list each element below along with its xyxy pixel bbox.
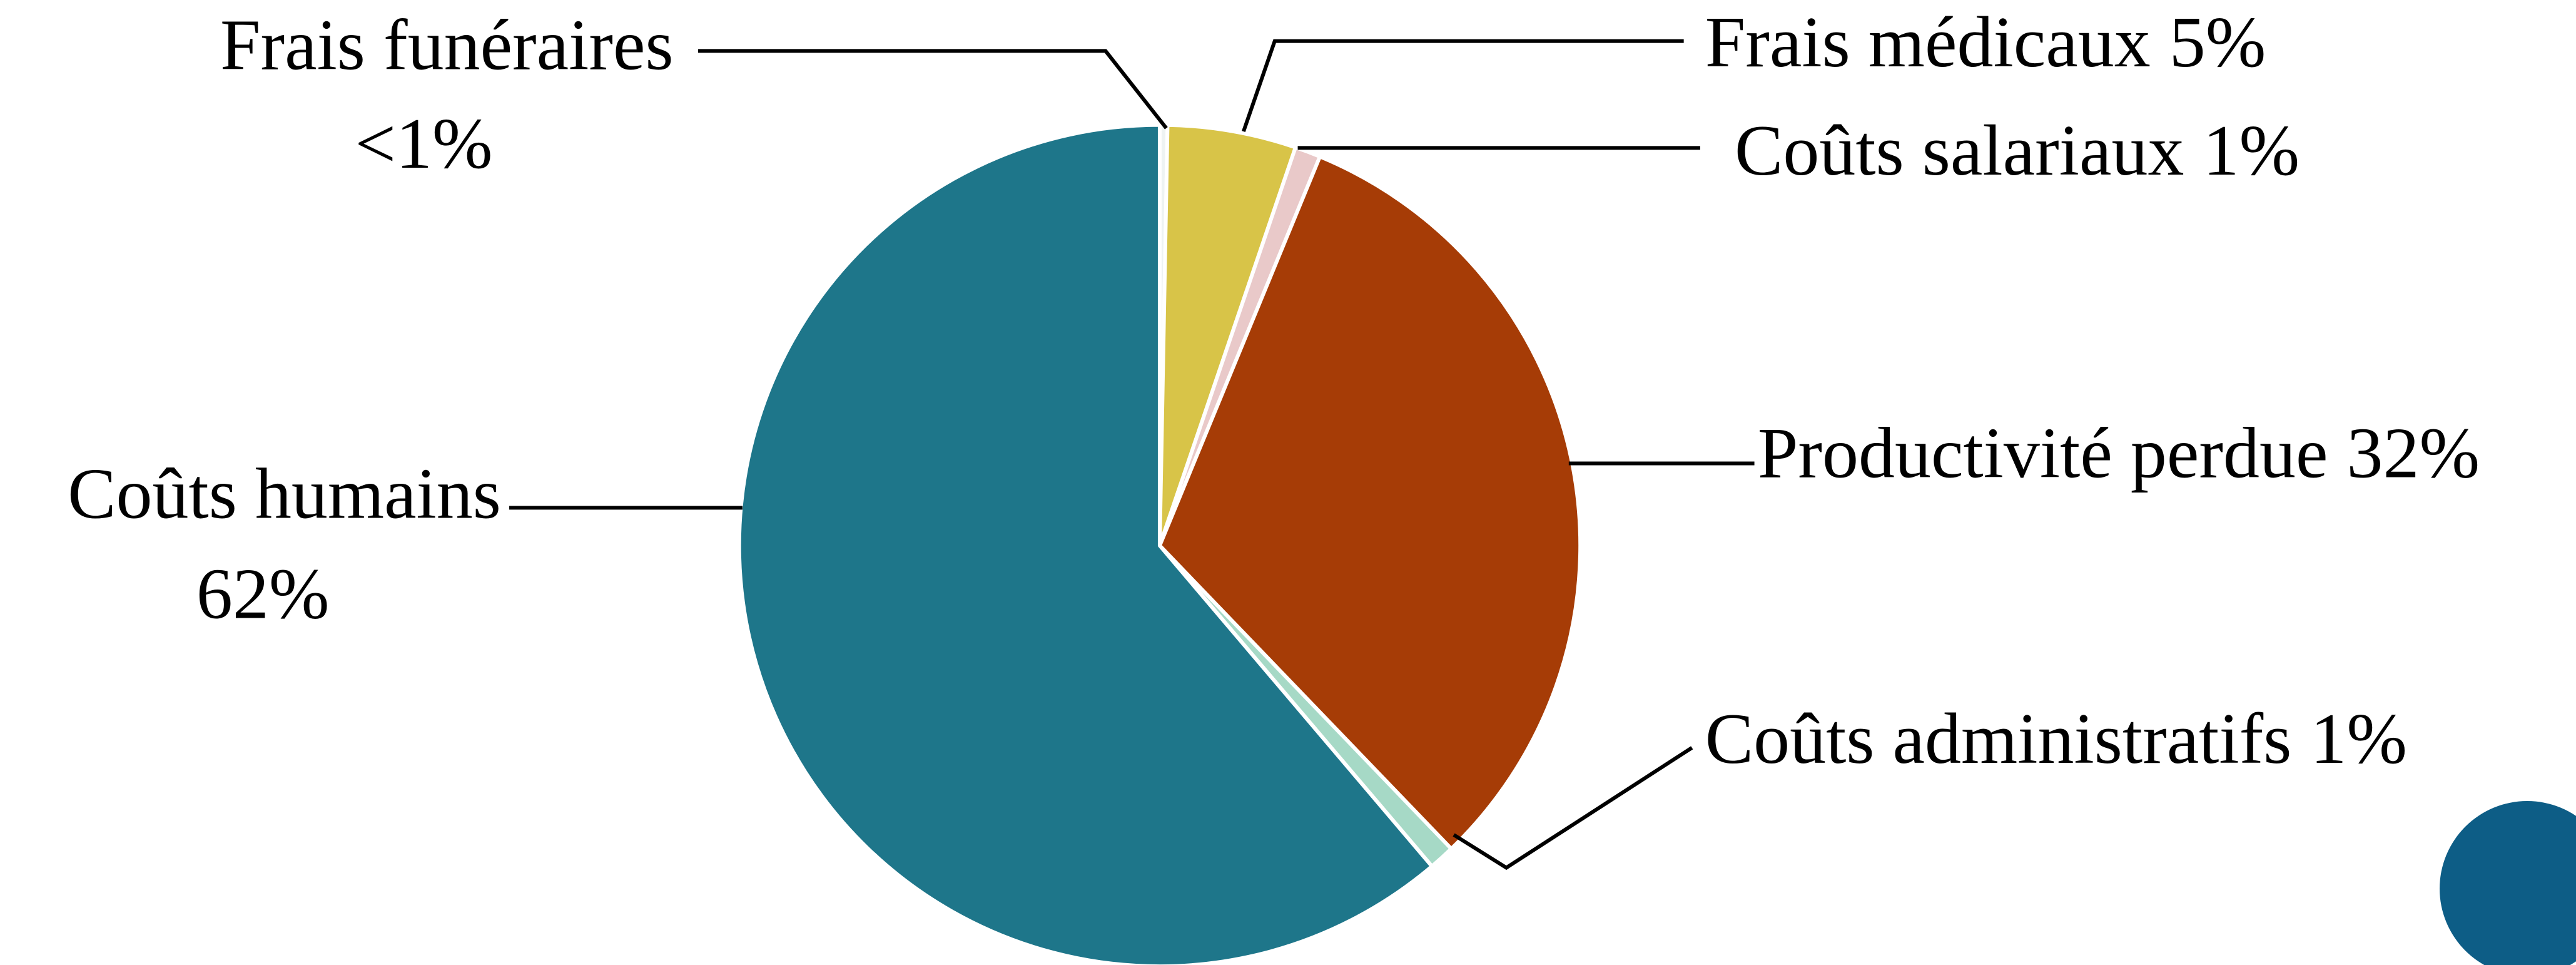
leader-line [698,49,1168,130]
slice-label: Productivité perdue 32% [1758,413,2480,493]
category-label: Productivité perdue [1758,413,2328,493]
leader-line [1453,746,1693,871]
pie-slice [737,123,1435,965]
category-label: Coûts administratifs [1705,699,2292,779]
logo [2440,801,2576,965]
category-label: Frais funéraires [220,6,674,86]
category-label: Coûts humains [68,454,501,534]
slice-label: Frais médicaux 5% [1705,2,2266,82]
value-label: 1% [2310,699,2407,779]
value-label: 62% [196,554,330,635]
category-label: Coûts salariaux [1735,111,2184,191]
leader-line [1242,39,1684,133]
value-label: 32% [2346,413,2480,493]
slice-label: Coûts salariaux 1% [1735,111,2300,191]
pie-slice [1157,154,1583,852]
slice-label: Coûts administratifs 1% [1705,699,2407,779]
value-label: 1% [2203,111,2300,191]
value-label: 5% [2169,2,2266,82]
category-label: Frais médicaux [1705,2,2151,82]
value-label: <1% [355,104,492,184]
